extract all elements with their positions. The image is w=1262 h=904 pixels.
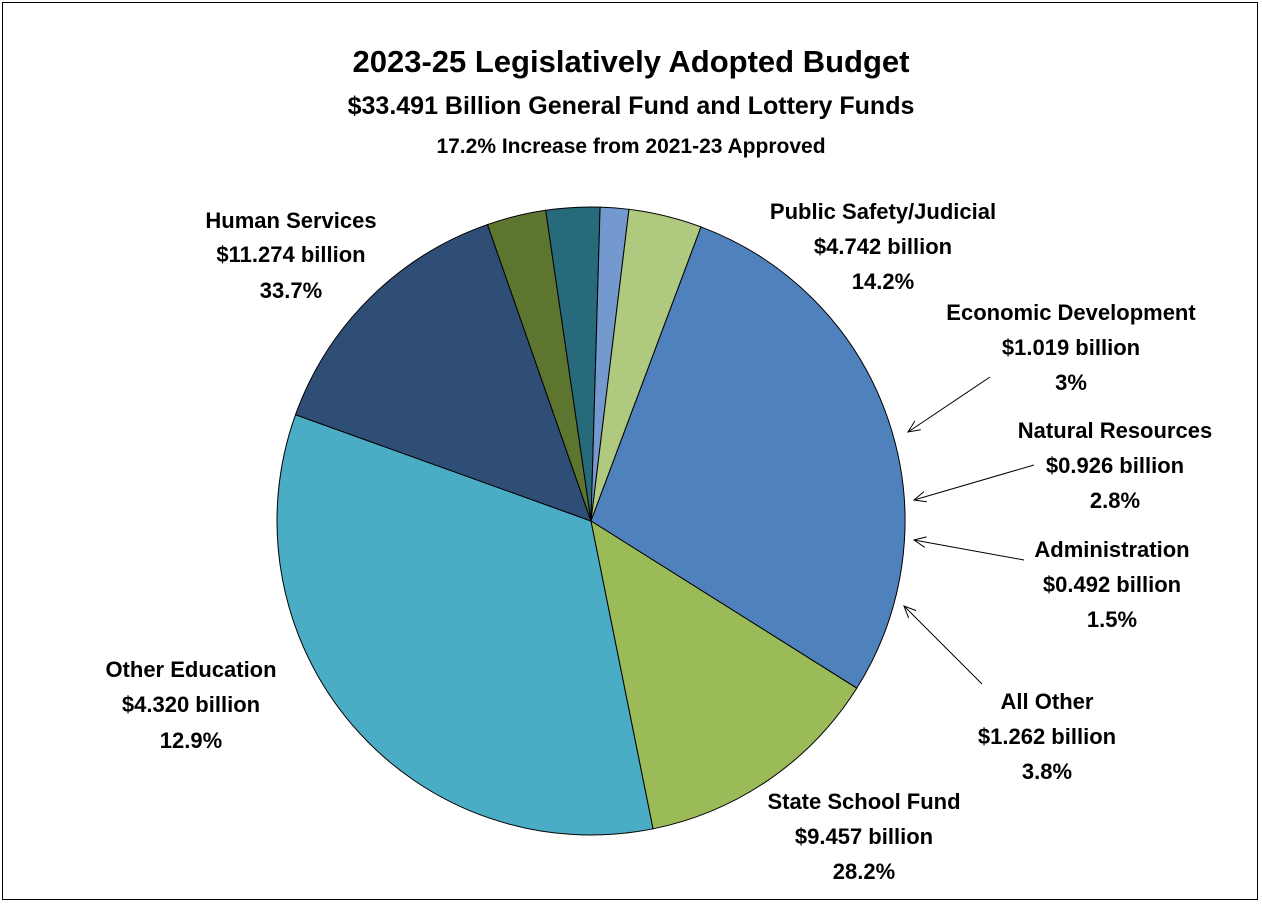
slice-label-amount: $11.274 billion bbox=[216, 242, 365, 267]
slice-label-name: Public Safety/Judicial bbox=[770, 199, 996, 224]
label-economic-development: Economic Development $1.019 billion 3% bbox=[946, 300, 1196, 395]
slice-label-amount: $1.262 billion bbox=[978, 724, 1116, 749]
slice-label-name: Economic Development bbox=[946, 300, 1196, 325]
pie-slice-public-safety-judicial bbox=[294, 223, 592, 522]
leader-arrows bbox=[903, 376, 1035, 685]
label-administration: Administration $0.492 billion 1.5% bbox=[1034, 537, 1189, 632]
slice-label-percent: 33.7% bbox=[260, 278, 322, 303]
slice-label-amount: $0.492 billion bbox=[1043, 572, 1181, 597]
slice-label-amount: $1.019 billion bbox=[1002, 335, 1140, 360]
label-human-services: Human Services $11.274 billion 33.7% bbox=[205, 208, 376, 303]
slice-label-amount: $4.742 billion bbox=[814, 234, 952, 259]
slice-label-percent: 14.2% bbox=[852, 269, 914, 294]
slice-label-percent: 1.5% bbox=[1087, 607, 1137, 632]
slice-label-percent: 28.2% bbox=[833, 859, 895, 884]
chart-title: 2023-25 Legislatively Adopted Budget bbox=[352, 44, 909, 79]
slice-label-amount: $9.457 billion bbox=[795, 824, 933, 849]
leader-line-economic-development bbox=[907, 376, 991, 433]
arrowhead-economic-development bbox=[906, 420, 921, 433]
leader-line-all-other bbox=[903, 605, 983, 685]
pie-slice-state-school-fund bbox=[590, 226, 906, 689]
arrowhead-administration bbox=[912, 536, 927, 548]
arrowhead-all-other bbox=[903, 605, 917, 619]
slice-label-name: Other Education bbox=[105, 657, 276, 682]
label-other-education: Other Education $4.320 billion 12.9% bbox=[105, 657, 276, 753]
slice-label-amount: $4.320 billion bbox=[122, 692, 260, 717]
pie-slice-human-services bbox=[276, 414, 654, 836]
label-all-other: All Other $1.262 billion 3.8% bbox=[978, 689, 1116, 784]
slice-label-percent: 12.9% bbox=[160, 728, 222, 753]
slice-label-name: Human Services bbox=[205, 208, 376, 233]
chart-subtitle: $33.491 Billion General Fund and Lottery… bbox=[348, 92, 915, 120]
arrowhead-natural-resources bbox=[912, 491, 927, 503]
slice-label-name: Natural Resources bbox=[1018, 418, 1212, 443]
slice-label-amount: $0.926 billion bbox=[1046, 453, 1184, 478]
label-state-school-fund: State School Fund $9.457 billion 28.2% bbox=[767, 789, 960, 884]
slice-label-name: All Other bbox=[1001, 689, 1094, 714]
label-natural-resources: Natural Resources $0.926 billion 2.8% bbox=[1018, 418, 1212, 513]
chart-subtitle-2: 17.2% Increase from 2021-23 Approved bbox=[436, 135, 825, 158]
pie-slices bbox=[276, 206, 906, 836]
pie-slice-other-education bbox=[590, 519, 858, 830]
slice-label-percent: 3% bbox=[1055, 370, 1087, 395]
leader-line-administration bbox=[913, 539, 1025, 561]
slice-label-percent: 3.8% bbox=[1022, 759, 1072, 784]
slice-label-percent: 2.8% bbox=[1090, 488, 1140, 513]
leader-line-natural-resources bbox=[913, 464, 1035, 501]
slice-label-name: Administration bbox=[1034, 537, 1189, 562]
slice-label-name: State School Fund bbox=[767, 789, 960, 814]
label-public-safety-judicial: Public Safety/Judicial $4.742 billion 14… bbox=[770, 199, 996, 294]
